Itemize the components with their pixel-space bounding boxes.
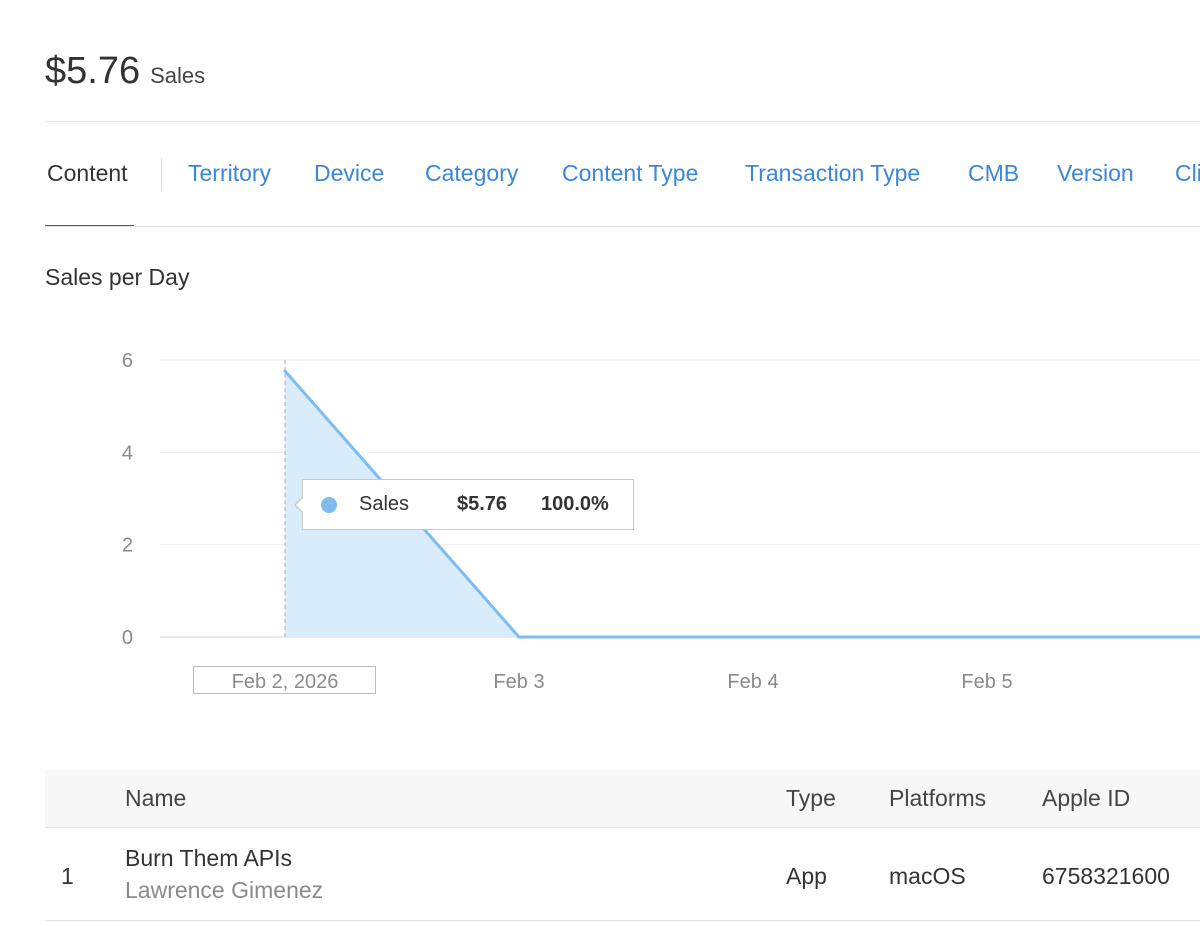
row-apple-id: 6758321600 — [1042, 863, 1170, 889]
tab-separator — [161, 158, 162, 191]
sales-amount: $5.76 — [45, 50, 141, 92]
chart-tooltip: Sales $5.76 100.0% — [294, 479, 634, 530]
series-dot-icon — [321, 497, 337, 513]
sales-point-2 — [751, 635, 755, 639]
tab-transaction-type[interactable]: Transaction Type — [745, 160, 921, 186]
sales-point-3 — [985, 635, 989, 639]
y-tick-label: 0 — [122, 627, 133, 649]
tab-device[interactable]: Device — [314, 160, 385, 186]
table-header: Name Type Platforms Apple ID — [45, 770, 1200, 828]
tab-content[interactable]: Content — [47, 160, 128, 186]
column-header-apple-id[interactable]: Apple ID — [1042, 785, 1131, 811]
sales-summary: $5.76 Sales — [45, 50, 205, 93]
column-header-type[interactable]: Type — [786, 785, 836, 811]
row-index: 1 — [61, 863, 74, 889]
tab-clip[interactable]: Cli — [1175, 160, 1200, 186]
row-developer-name: Lawrence Gimenez — [125, 877, 324, 903]
row-platforms: macOS — [889, 863, 966, 889]
row-type: App — [786, 863, 827, 889]
tabs-divider — [45, 226, 1200, 227]
tab-content-type[interactable]: Content Type — [562, 160, 699, 186]
tooltip-value: $5.76 — [457, 493, 508, 515]
tab-territory[interactable]: Territory — [188, 160, 272, 186]
header-divider — [45, 121, 1200, 122]
tooltip-arrow-inner — [296, 497, 304, 513]
dimension-tabs: Content Territory Device Category Conten… — [45, 152, 1200, 227]
tab-category[interactable]: Category — [425, 160, 519, 186]
tooltip-series-name: Sales — [359, 493, 410, 515]
y-tick-label: 4 — [122, 442, 133, 464]
sales-point-0 — [283, 369, 287, 373]
sales-amount-label: Sales — [150, 63, 206, 88]
tab-version[interactable]: Version — [1057, 160, 1134, 186]
column-header-name[interactable]: Name — [125, 785, 187, 811]
y-tick-label: 6 — [122, 350, 133, 372]
row-app-name[interactable]: Burn Them APIs — [125, 845, 293, 871]
sales-point-1 — [517, 635, 521, 639]
sales-area — [285, 371, 1200, 637]
y-tick-label: 2 — [122, 535, 133, 557]
highlighted-x-label-box — [193, 666, 376, 694]
chart-title: Sales per Day — [45, 264, 190, 290]
tab-cmb[interactable]: CMB — [968, 160, 1020, 186]
column-header-platforms[interactable]: Platforms — [889, 785, 987, 811]
table-row[interactable]: 1 Burn Them APIs Lawrence Gimenez App ma… — [45, 828, 1200, 921]
sales-per-day-chart[interactable]: 0 2 4 6 — [0, 0, 1200, 740]
tooltip-percent: 100.0% — [541, 493, 609, 515]
